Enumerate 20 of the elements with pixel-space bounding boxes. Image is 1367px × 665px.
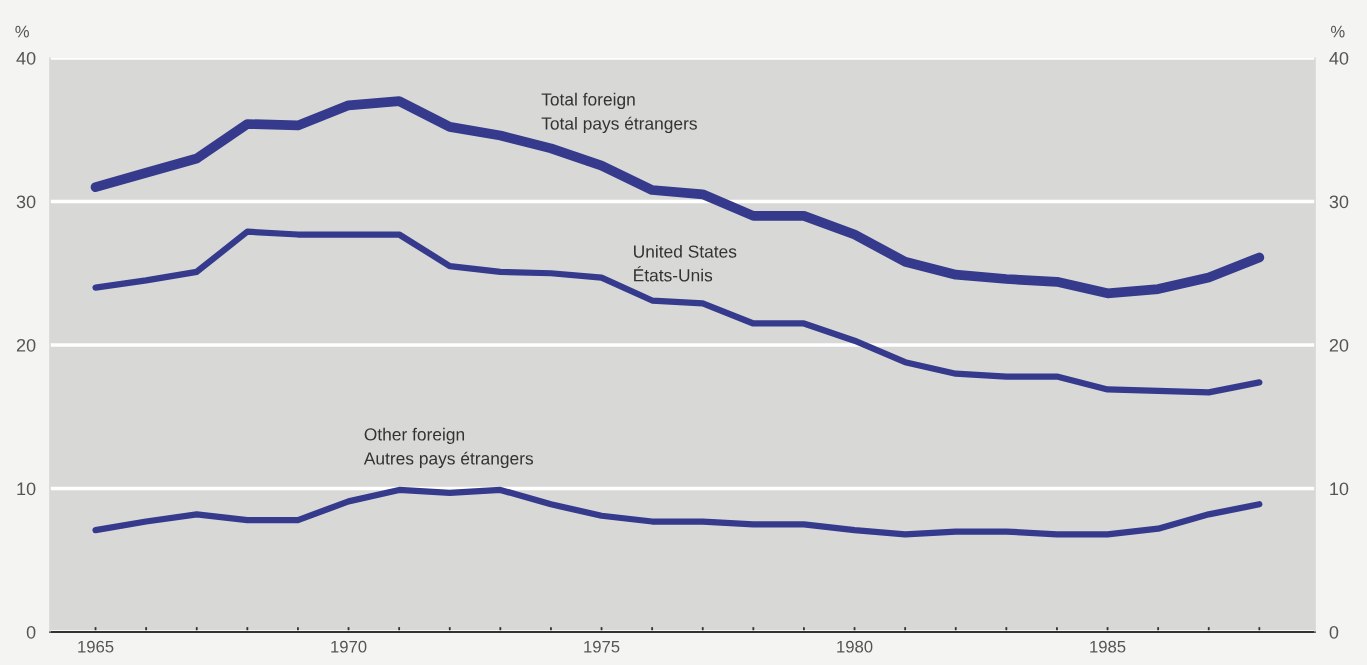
y-tick-label: 10 [17, 482, 36, 496]
y-tick-label: 20 [16, 338, 36, 352]
series-label: Total foreign Total pays étrangers [541, 92, 697, 134]
y-tick-label: 40 [16, 51, 36, 65]
x-tick-label: 1985 [1090, 640, 1126, 653]
x-tick-label: 1980 [837, 640, 873, 653]
y-tick-label: 30 [16, 195, 36, 209]
y2-axis-title: % [1330, 25, 1345, 38]
y2-tick-label: 40 [1329, 51, 1349, 65]
x-tick-label: 1975 [584, 640, 620, 653]
y2-tick-label: 10 [1330, 482, 1349, 496]
series-label: United States États-Unis [634, 244, 737, 282]
y-tick-label: 0 [26, 625, 36, 639]
series-label: Other foreign Autres pays étrangers [363, 427, 534, 469]
x-tick-label: 1965 [78, 640, 114, 653]
y2-tick-label: 0 [1329, 625, 1339, 639]
y-axis-title: % [15, 25, 29, 38]
y2-tick-label: 30 [1329, 195, 1349, 209]
y2-tick-label: 20 [1329, 338, 1349, 352]
x-tick-label: 1970 [331, 640, 367, 653]
